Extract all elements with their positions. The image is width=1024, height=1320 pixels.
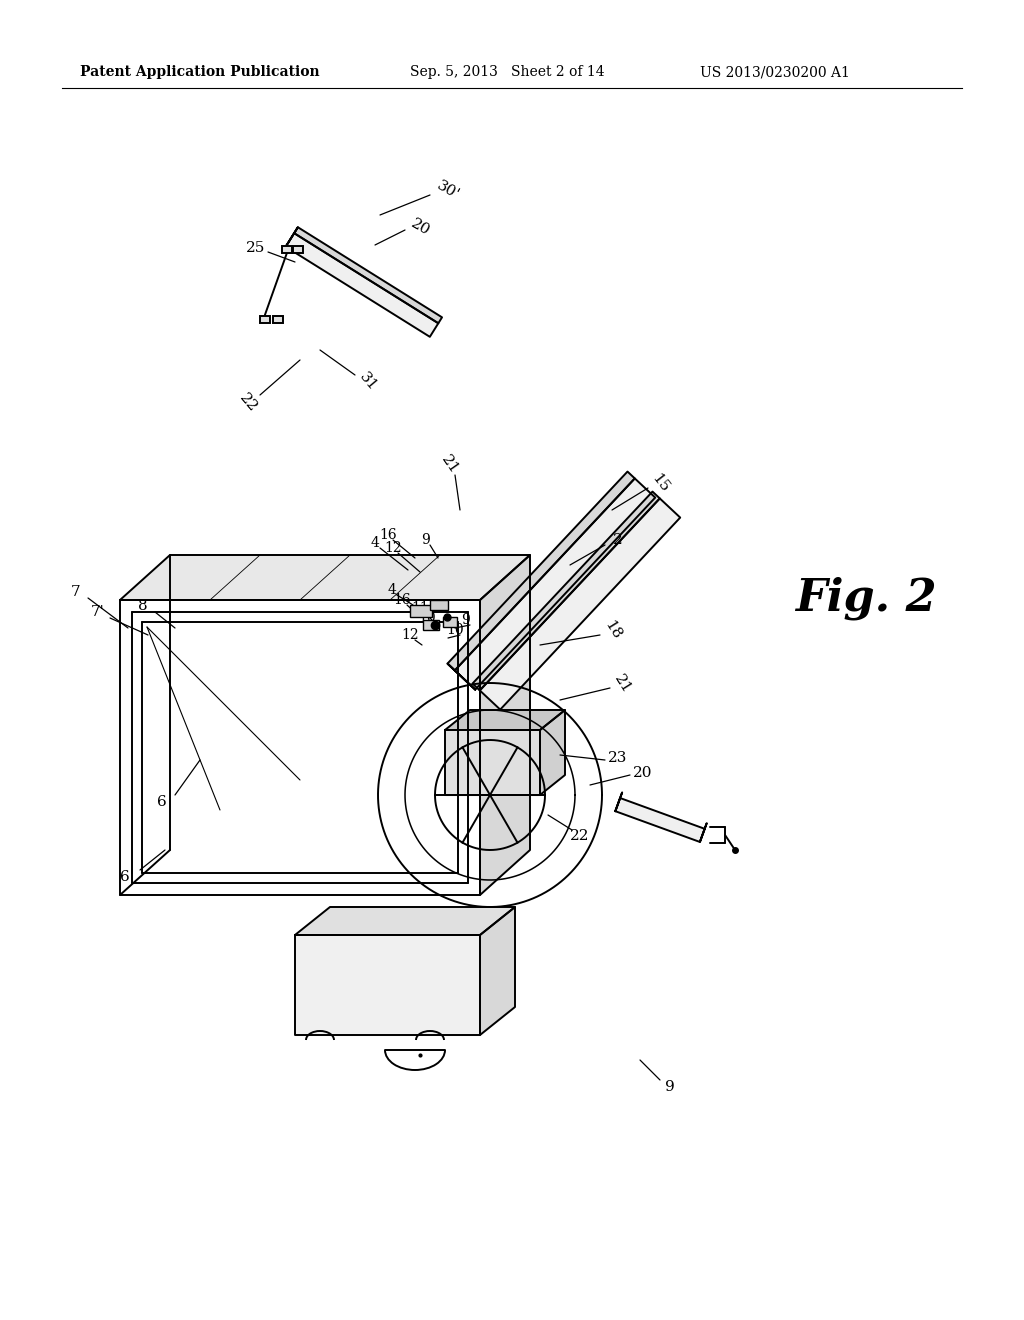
Text: 6: 6 <box>157 795 167 809</box>
Text: 31: 31 <box>356 370 380 393</box>
Text: 9: 9 <box>461 612 469 627</box>
Text: 21: 21 <box>611 672 633 696</box>
Text: 8: 8 <box>138 599 147 612</box>
Polygon shape <box>445 710 565 730</box>
Text: Fig. 2: Fig. 2 <box>795 577 937 620</box>
Polygon shape <box>286 227 298 247</box>
Polygon shape <box>295 907 515 935</box>
Text: 9: 9 <box>666 1080 675 1094</box>
Polygon shape <box>294 227 442 323</box>
Text: 10: 10 <box>418 611 436 624</box>
FancyBboxPatch shape <box>430 601 449 610</box>
Text: 4: 4 <box>387 583 396 597</box>
Text: 21: 21 <box>438 453 462 477</box>
FancyBboxPatch shape <box>273 315 283 323</box>
Text: 22: 22 <box>237 391 260 414</box>
Polygon shape <box>120 554 530 601</box>
FancyBboxPatch shape <box>293 246 303 253</box>
Text: 7': 7' <box>91 605 104 619</box>
Text: 6': 6' <box>120 870 134 884</box>
Polygon shape <box>480 554 530 895</box>
Text: 18: 18 <box>602 618 624 642</box>
Polygon shape <box>447 664 475 689</box>
Polygon shape <box>480 907 515 1035</box>
Text: 11: 11 <box>411 601 429 615</box>
Polygon shape <box>699 824 707 842</box>
Text: 12: 12 <box>401 628 419 642</box>
Text: 30': 30' <box>434 178 462 202</box>
Text: 2: 2 <box>613 533 623 546</box>
Text: 23: 23 <box>608 751 628 766</box>
Polygon shape <box>447 471 635 671</box>
Text: 25: 25 <box>247 242 265 255</box>
Text: Sep. 5, 2013   Sheet 2 of 14: Sep. 5, 2013 Sheet 2 of 14 <box>410 65 604 79</box>
Polygon shape <box>615 792 623 812</box>
FancyBboxPatch shape <box>410 605 432 616</box>
FancyBboxPatch shape <box>423 620 439 630</box>
Polygon shape <box>472 491 659 690</box>
Polygon shape <box>480 499 680 710</box>
Polygon shape <box>615 799 705 842</box>
Polygon shape <box>120 601 480 895</box>
Polygon shape <box>455 478 655 689</box>
Text: 7: 7 <box>72 585 81 599</box>
Text: 10: 10 <box>446 623 464 638</box>
Text: 16: 16 <box>393 593 411 607</box>
FancyBboxPatch shape <box>282 246 292 253</box>
Polygon shape <box>286 234 438 337</box>
Text: 16: 16 <box>379 528 397 543</box>
FancyBboxPatch shape <box>260 315 270 323</box>
Text: US 2013/0230200 A1: US 2013/0230200 A1 <box>700 65 850 79</box>
Polygon shape <box>540 710 565 795</box>
Text: 9: 9 <box>421 533 429 546</box>
Text: 4: 4 <box>371 536 380 550</box>
FancyBboxPatch shape <box>443 616 457 627</box>
Text: 20: 20 <box>633 766 652 780</box>
Text: 12: 12 <box>384 541 401 554</box>
Text: 15: 15 <box>648 471 672 495</box>
Polygon shape <box>445 730 540 795</box>
Text: 20: 20 <box>408 216 432 238</box>
Polygon shape <box>295 935 480 1035</box>
Text: Patent Application Publication: Patent Application Publication <box>80 65 319 79</box>
Text: 22: 22 <box>570 829 590 843</box>
